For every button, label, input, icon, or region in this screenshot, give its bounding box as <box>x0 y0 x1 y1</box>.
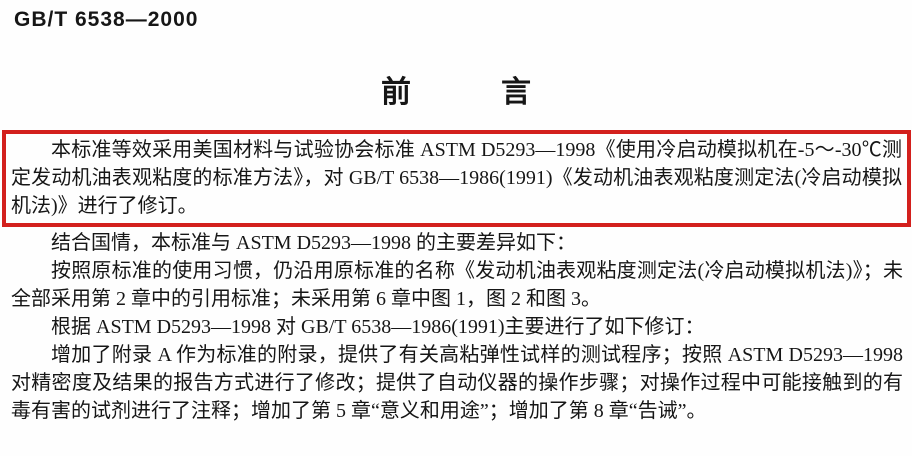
body-paragraphs: 结合国情，本标准与 ASTM D5293—1998 的主要差异如下： 按照原标准… <box>11 229 903 425</box>
body-paragraph: 增加了附录 A 作为标准的附录，提供了有关高粘弹性试样的测试程序；按照 ASTM… <box>11 344 903 422</box>
body-paragraph: 结合国情，本标准与 ASTM D5293—1998 的主要差异如下： <box>51 232 577 254</box>
page-title: 前 言 <box>381 76 531 109</box>
standard-number: GB/T 6538—2000 <box>14 8 199 31</box>
foreword-content: 本标准等效采用美国材料与试验协会标准 ASTM D5293—1998《使用冷启动… <box>0 130 912 425</box>
body-paragraph: 根据 ASTM D5293—1998 对 GB/T 6538—1986(1991… <box>51 316 705 338</box>
highlight-box-paragraph: 本标准等效采用美国材料与试验协会标准 ASTM D5293—1998《使用冷启动… <box>2 130 911 227</box>
body-paragraph: 按照原标准的使用习惯，仍沿用原标准的名称《发动机油表观粘度测定法(冷启动模拟机法… <box>11 260 903 310</box>
